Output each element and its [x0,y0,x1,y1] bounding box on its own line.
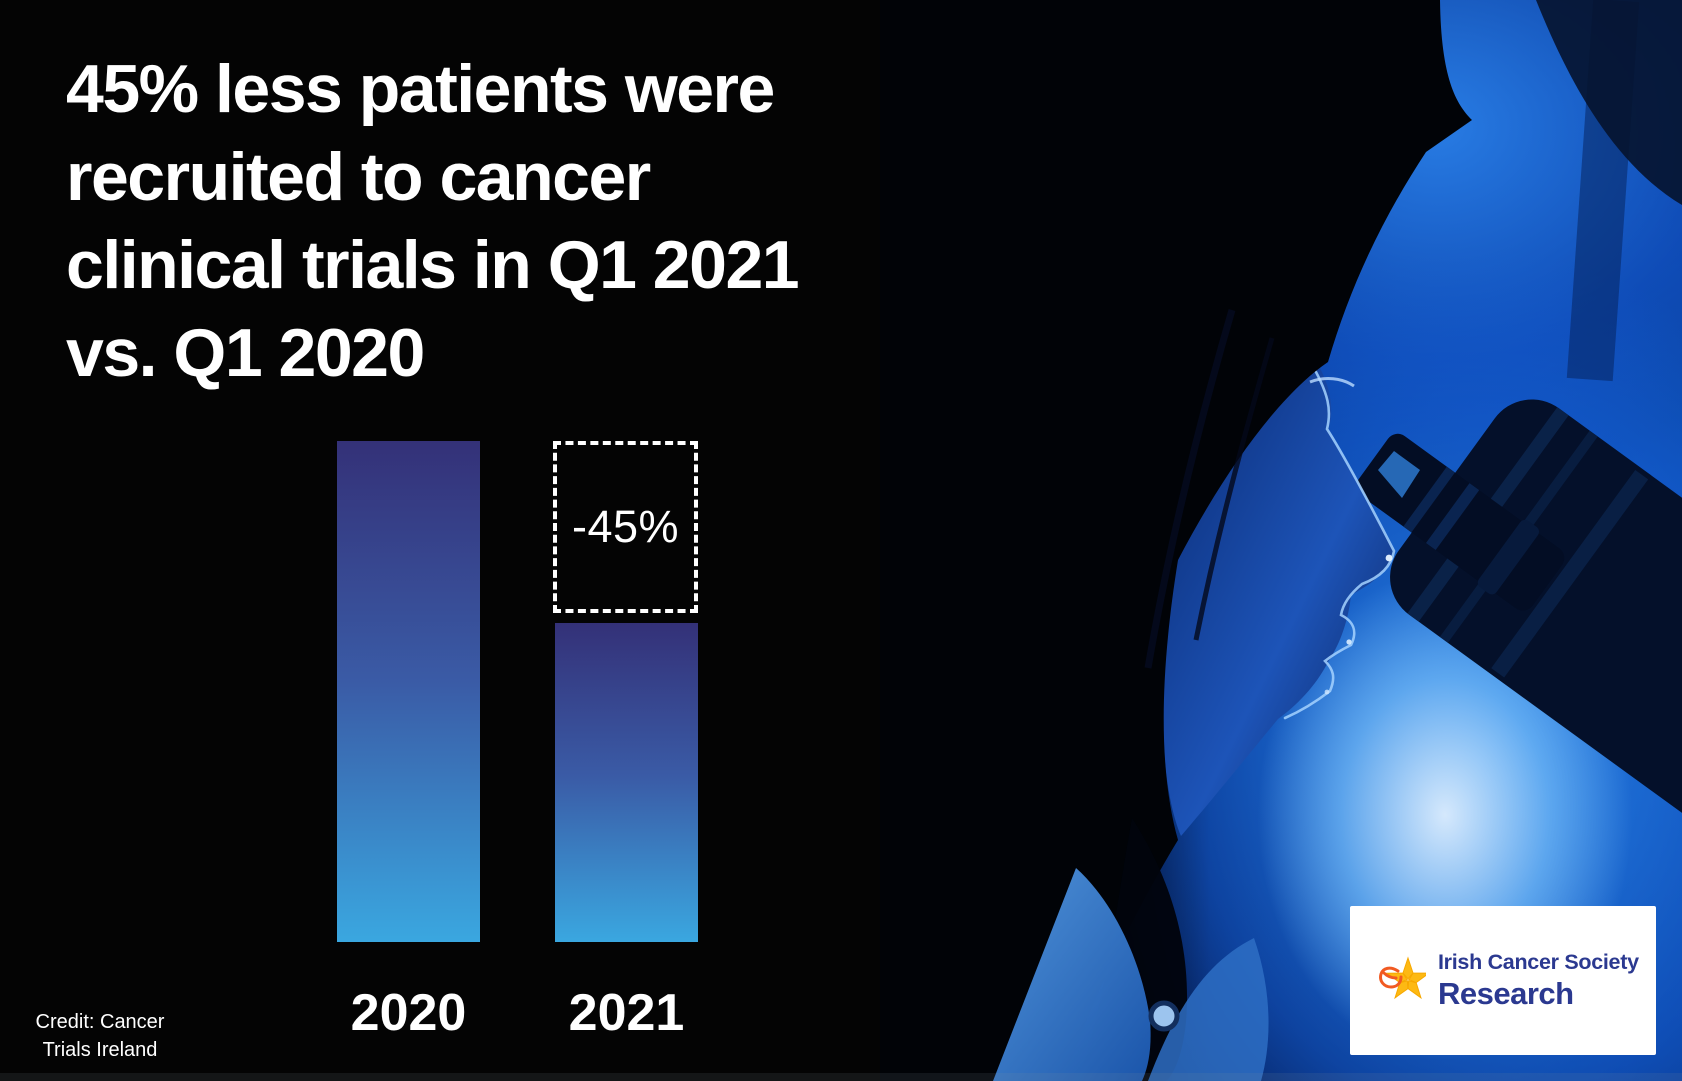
bar-chart: -45% 2020 2021 [337,441,698,1081]
bar-2021 [555,623,698,942]
brow-glint [1309,377,1355,388]
bar-label-2020: 2020 [350,984,467,1042]
decline-gap-box: -45% [553,441,698,613]
lip-glint [1346,639,1352,645]
lab-coat-collar [993,868,1269,1081]
lab-photo-illustration [880,0,1682,1081]
bar-2020 [337,441,480,942]
decline-annotation: -45% [571,501,680,552]
credit-text: Credit: Cancer Trials Ireland [30,1008,170,1064]
logo-text: Irish Cancer Society Research [1438,950,1639,1012]
headline-line-3: clinical trials in Q1 2021 [66,227,800,303]
chin-glint [1324,689,1330,695]
microscope-icon [1356,399,1682,846]
headline-line-4: vs. Q1 2020 [66,315,425,391]
headline-line-2: recruited to cancer [66,139,651,215]
hair-strand-1 [1144,309,1236,669]
daffodil-icon [1379,955,1426,999]
credit-line-2: Trials Ireland [42,1039,158,1061]
nose-glint [1385,554,1393,562]
bottom-edge-strip [0,1073,1682,1081]
logo-org-name: Irish Cancer Society [1438,949,1639,974]
eyepiece-highlight [1378,451,1420,498]
credit-line-1: Credit: Cancer [35,1011,165,1033]
lab-photo [880,0,1682,1081]
logo-card: Irish Cancer Society Research [1350,906,1656,1055]
headline: 45% less patients were recruited to canc… [66,45,946,397]
window-frame-shadow [1536,0,1682,382]
headline-line-1: 45% less patients were [66,51,775,127]
profile-rim-light [1283,370,1396,720]
bar-label-2021: 2021 [568,984,685,1042]
logo-dept-name: Research [1438,975,1574,1011]
collar-button [1151,1003,1177,1029]
hair-strand-2 [1193,337,1275,641]
